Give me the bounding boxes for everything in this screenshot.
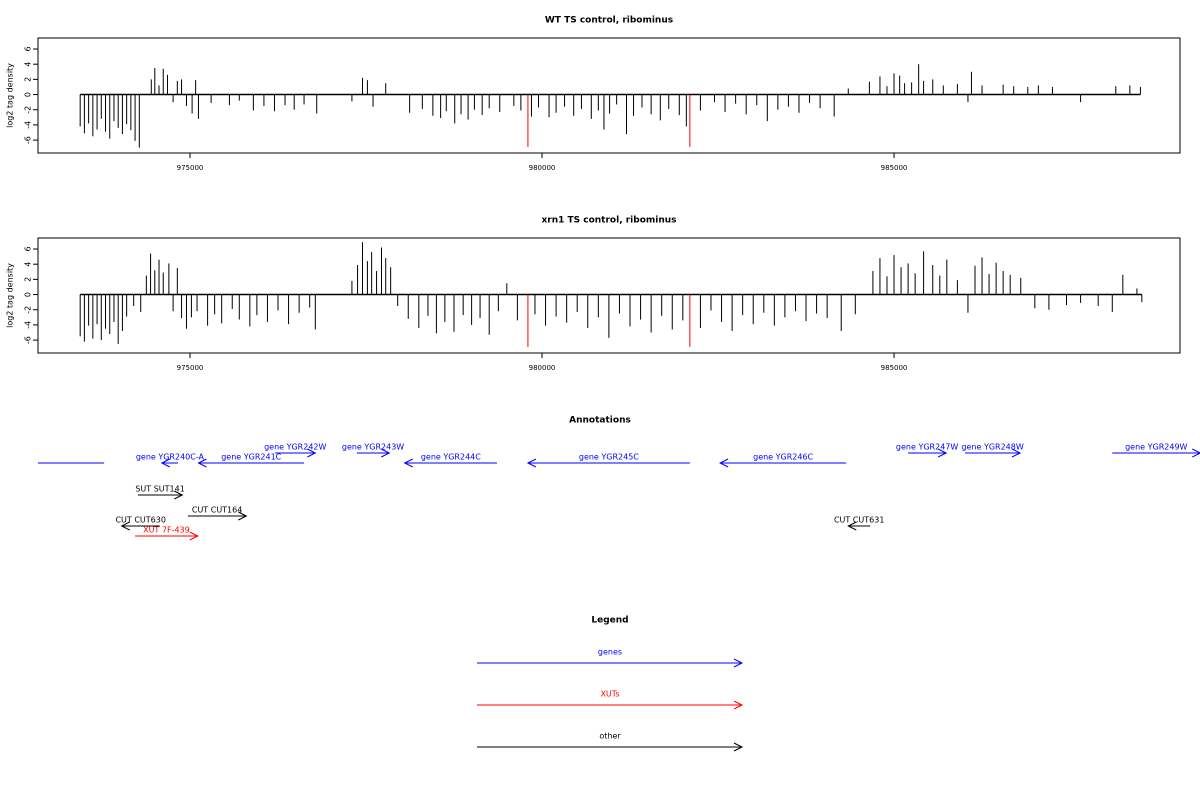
plot-frame (37, 237, 1181, 354)
panel-title: xrn1 TS control, ribominus (541, 216, 676, 226)
arrow-head (719, 458, 729, 468)
annotations-title: Annotations (569, 416, 631, 426)
y-tick-label: -2 (24, 106, 33, 114)
y-tick-label: -4 (24, 121, 33, 129)
y-tick-label: -2 (24, 306, 33, 314)
legend-label: other (599, 732, 621, 741)
arrow-head (307, 448, 317, 458)
y-axis-label: log2 tag density (6, 263, 15, 328)
y-tick-label: 0 (24, 92, 33, 97)
feature-label: gene YGR247W (896, 443, 958, 452)
y-tick-label: 2 (24, 277, 33, 282)
arrow-head (733, 658, 744, 668)
feature-label: gene YGR245C (579, 453, 639, 462)
legend-label: XUTs (600, 690, 619, 699)
legend-label: genes (598, 648, 622, 657)
y-tick-label: 6 (24, 246, 33, 251)
y-tick-label: 4 (24, 262, 33, 267)
arrow-head (381, 448, 391, 458)
y-tick-label: -6 (24, 336, 33, 344)
x-tick-label: 980000 (529, 364, 556, 372)
feature-label: gene YGR244C (421, 453, 481, 462)
feature-label: gene YGR243W (342, 443, 404, 452)
arrow-head (526, 458, 537, 468)
x-tick-label: 975000 (177, 364, 204, 372)
arrow-head (160, 458, 171, 468)
arrow-head (1011, 448, 1022, 458)
feature-label: CUT CUT630 (115, 516, 165, 525)
panel-title: WT TS control, ribominus (545, 16, 673, 26)
x-tick-label: 980000 (529, 164, 556, 172)
arrow-head (847, 521, 857, 531)
feature-label: gene YGR249W (1125, 443, 1187, 452)
feature-label: XUT 7F-439 (143, 526, 190, 535)
arrow-head (238, 511, 248, 521)
arrow-head (937, 448, 948, 458)
arrow-head (733, 700, 744, 710)
plot-frame (37, 37, 1181, 154)
arrow-head (1192, 448, 1200, 458)
y-tick-label: 0 (24, 292, 33, 297)
arrow-head (120, 521, 130, 531)
y-tick-label: -4 (24, 321, 33, 329)
x-tick-label: 975000 (177, 164, 204, 172)
feature-label: gene YGR241C (221, 453, 281, 462)
y-tick-label: 4 (24, 62, 33, 67)
arrow-head (403, 458, 413, 468)
y-tick-label: -6 (24, 136, 33, 144)
arrow-head (197, 458, 207, 468)
x-tick-label: 985000 (881, 164, 908, 172)
y-tick-label: 6 (24, 46, 33, 51)
feature-label: CUT CUT631 (834, 516, 884, 525)
feature-label: gene YGR248W (961, 443, 1023, 452)
feature-label: gene YGR240C-A (136, 453, 205, 462)
feature-label: gene YGR246C (753, 453, 813, 462)
y-tick-label: 2 (24, 77, 33, 82)
feature-label: gene YGR242W (264, 443, 326, 452)
arrow-head (189, 531, 199, 541)
feature-label: SUT SUT141 (135, 485, 184, 494)
arrow-head (174, 490, 184, 500)
feature-label: CUT CUT164 (192, 506, 242, 515)
legend-title: Legend (591, 616, 628, 626)
x-tick-label: 985000 (881, 364, 908, 372)
y-axis-label: log2 tag density (6, 63, 15, 128)
arrow-head (733, 742, 744, 752)
